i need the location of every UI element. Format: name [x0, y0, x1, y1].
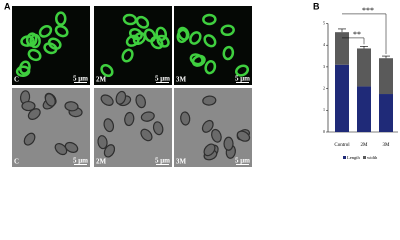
- cell: [44, 93, 56, 107]
- image-label: 2M: [96, 158, 107, 166]
- scale-label: 5 μm: [235, 157, 250, 165]
- significance-label: **: [353, 30, 361, 39]
- scale-label: 5 μm: [155, 75, 170, 83]
- legend-swatch: [343, 156, 346, 159]
- cell: [202, 13, 217, 26]
- image-label: 2M: [96, 76, 107, 84]
- image-label: C: [14, 158, 19, 166]
- image-label: C: [14, 76, 19, 84]
- cell: [100, 94, 114, 106]
- cell: [203, 34, 217, 48]
- y-tick-label: 1: [323, 107, 325, 112]
- cell: [222, 45, 235, 61]
- bar-segment: [335, 64, 349, 132]
- cell: [54, 24, 69, 38]
- cell: [211, 128, 222, 143]
- cell: [38, 24, 53, 38]
- significance-label: ***: [362, 6, 374, 15]
- error-bar: [338, 28, 346, 33]
- significance-bracket: [342, 13, 387, 55]
- bar-segment: [335, 32, 349, 65]
- scale-label: 5 μm: [73, 157, 88, 165]
- cell: [27, 48, 42, 62]
- cell: [64, 101, 79, 112]
- cell: [124, 111, 135, 127]
- scale-label: 5 μm: [155, 157, 170, 165]
- cell: [176, 28, 189, 44]
- cell: [55, 11, 67, 26]
- cell: [21, 100, 36, 112]
- bar-segment: [357, 86, 371, 132]
- cell: [122, 13, 138, 26]
- cell: [15, 65, 31, 78]
- cell: [115, 90, 127, 105]
- cell: [223, 136, 234, 151]
- error-bar: [382, 55, 390, 59]
- cell: [152, 121, 164, 136]
- cell: [43, 42, 58, 55]
- x-tick-label: 2M: [361, 143, 369, 148]
- legend-swatch: [363, 156, 366, 159]
- cell: [235, 64, 250, 77]
- figure: A B C 5 μm 2M 5 μm 3M 5 μm C 5 μm 2M 5 μm 3M 5 μm 0…: [4, 1, 398, 167]
- y-tick-label: 4: [323, 42, 325, 47]
- cell: [100, 64, 114, 78]
- cell: [189, 31, 202, 45]
- bar-segment: [357, 48, 371, 87]
- cell: [135, 15, 150, 29]
- cell: [64, 141, 79, 153]
- cell: [103, 144, 116, 158]
- cell: [155, 26, 168, 42]
- cell: [135, 94, 147, 109]
- cell: [191, 54, 206, 67]
- bar-segment: [379, 94, 393, 132]
- image-label: 3M: [176, 76, 187, 84]
- scale-label: 5 μm: [73, 75, 88, 83]
- cell: [201, 119, 214, 133]
- cell: [140, 128, 153, 142]
- x-tick-label: Control: [334, 143, 350, 148]
- x-tick-label: 3M: [383, 143, 391, 148]
- significance-bracket: [342, 37, 365, 45]
- cell: [202, 95, 217, 106]
- cell: [25, 32, 38, 47]
- y-tick-label: 0: [323, 129, 325, 134]
- cell: [140, 111, 155, 122]
- cell: [203, 143, 216, 157]
- scale-label: 5 μm: [235, 75, 250, 83]
- cell: [103, 118, 115, 133]
- bar-segment: [379, 58, 393, 95]
- cell: [236, 130, 251, 142]
- panel-label: B: [313, 1, 320, 11]
- micrographs: C 5 μm 2M 5 μm 3M 5 μm C 5 μm 2M 5 μm 3M 5 μm: [12, 6, 252, 167]
- panel-label: A: [4, 1, 11, 11]
- cell: [47, 37, 62, 50]
- y-tick-label: 3: [323, 64, 325, 69]
- cell: [97, 135, 108, 150]
- legend-label: width: [367, 155, 378, 160]
- cell: [180, 111, 191, 126]
- cell: [121, 48, 134, 63]
- cell: [204, 60, 217, 75]
- cell: [220, 24, 235, 37]
- y-tick-label: 2: [323, 86, 325, 91]
- legend-label: Length: [347, 155, 360, 160]
- cell: [125, 34, 140, 47]
- cell: [23, 132, 36, 146]
- cell: [54, 142, 68, 156]
- error-bar: [360, 45, 368, 49]
- y-tick-label: 5: [323, 20, 325, 25]
- image-label: 3M: [176, 158, 187, 166]
